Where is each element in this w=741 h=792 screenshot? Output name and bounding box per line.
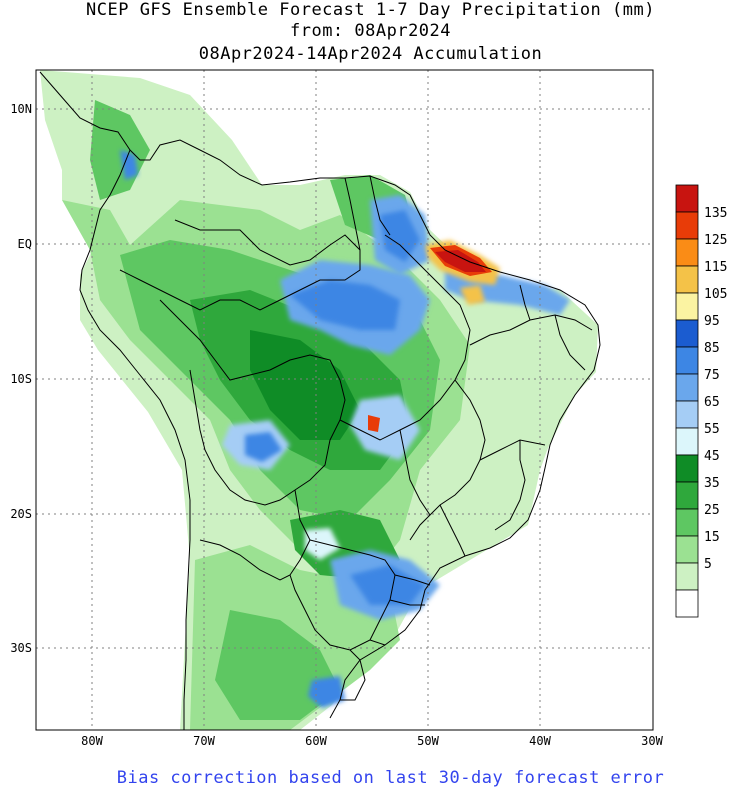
legend-label: 115 [704, 260, 727, 275]
legend-swatch [675, 184, 699, 213]
country-borders [39, 71, 601, 730]
legend-swatch [675, 562, 699, 591]
lon-tick-label: 70W [193, 734, 215, 748]
legend-label: 45 [704, 449, 720, 464]
legend-swatch [675, 319, 699, 348]
lat-tick-label: EQ [18, 237, 32, 251]
legend-swatch [675, 346, 699, 375]
precipitation-field [40, 70, 598, 730]
legend-label: 25 [704, 503, 720, 518]
legend-swatch [675, 211, 699, 240]
legend-label: 125 [704, 233, 727, 248]
lon-tick-label: 30W [641, 734, 663, 748]
legend-label: 35 [704, 476, 720, 491]
legend-label: 15 [704, 530, 720, 545]
lat-tick-label: 10N [10, 102, 32, 116]
lat-tick-label: 10S [10, 372, 32, 386]
legend-label: 75 [704, 368, 720, 383]
lon-tick-label: 40W [529, 734, 551, 748]
legend-swatch [675, 292, 699, 321]
map-title-line-2: from: 08Apr2024 [289, 21, 452, 41]
legend-label: 105 [704, 287, 727, 302]
map-frame [35, 69, 654, 731]
lat-tick-label: 20S [10, 507, 32, 521]
map-title-line-1: NCEP GFS Ensemble Forecast 1-7 Day Preci… [86, 0, 655, 20]
lon-tick-label: 50W [417, 734, 439, 748]
lat-tick-label: 30S [10, 641, 32, 655]
legend-label: 5 [704, 557, 712, 572]
legend-swatch [675, 238, 699, 267]
legend-swatch [675, 427, 699, 456]
lon-tick-label: 60W [305, 734, 327, 748]
legend-swatch [675, 508, 699, 537]
legend-label: 85 [704, 341, 720, 356]
legend-swatch [675, 265, 699, 294]
lon-tick-label: 80W [81, 734, 103, 748]
legend-swatch [675, 400, 699, 429]
legend-swatch [675, 454, 699, 483]
legend-label: 55 [704, 422, 720, 437]
legend-swatch [675, 481, 699, 510]
legend-label: 135 [704, 206, 727, 221]
map-title-line-3: 08Apr2024-14Apr2024 Accumulation [198, 44, 543, 64]
legend-label: 95 [704, 314, 720, 329]
legend-label: 65 [704, 395, 720, 410]
precipitation-legend: 135 125 115 105 95 85 75 65 55 45 35 25 15 5 [675, 184, 727, 618]
legend-swatch [675, 589, 699, 618]
graticule [36, 70, 653, 730]
bias-correction-note: Bias correction based on last 30-day for… [116, 768, 665, 788]
legend-swatch [675, 535, 699, 564]
legend-swatch [675, 373, 699, 402]
